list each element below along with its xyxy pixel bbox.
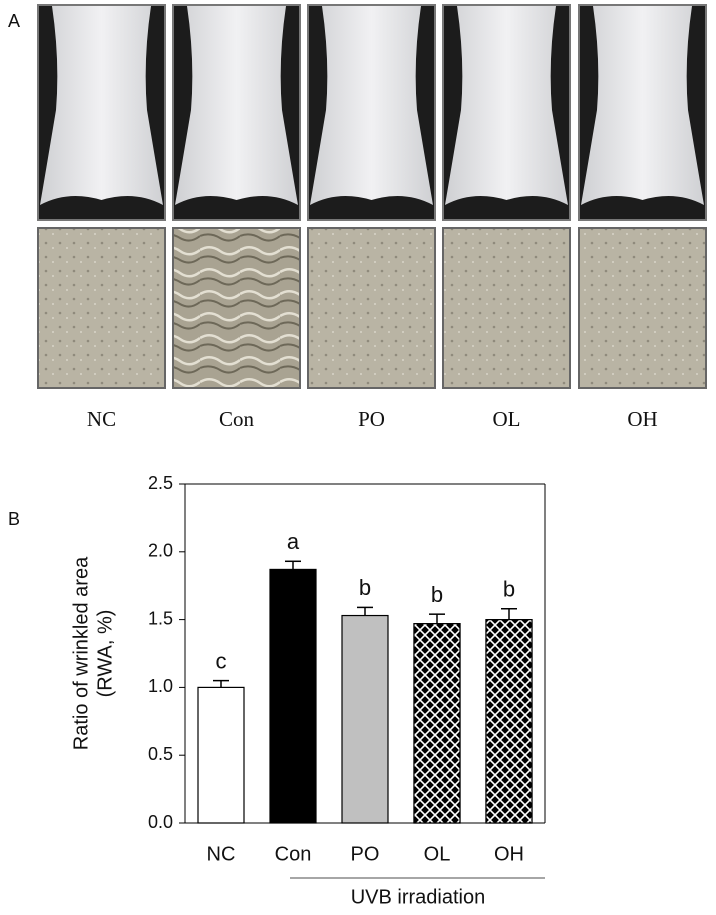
y-tick-label: 0.5 — [148, 744, 173, 764]
skin-replica — [37, 227, 166, 389]
y-tick-label: 0.0 — [148, 812, 173, 832]
significance-label: c — [216, 648, 227, 673]
mouse-back — [310, 6, 433, 205]
y-axis-label: (RWA, %) — [94, 610, 116, 698]
chart: 0.0 0.5 1.0 1.5 2.0 2.5 Ratio of wrinkled area… — [70, 473, 546, 908]
group-label: UVB irradiation — [351, 886, 486, 908]
photo-panel: NC Con PO OL OH — [37, 4, 707, 431]
mouse-back — [581, 6, 704, 205]
skin-replica — [307, 227, 436, 389]
x-tick-label: PO — [351, 843, 380, 865]
mouse-back — [40, 6, 163, 205]
x-tick-label: Con — [275, 843, 312, 865]
x-tick-label: OL — [424, 843, 451, 865]
significance-label: b — [431, 582, 443, 607]
x-tick-label: OH — [494, 843, 524, 865]
photo-label: OL — [493, 407, 521, 431]
photo-label: OH — [627, 407, 657, 431]
significance-label: b — [503, 577, 515, 602]
photo-label: Con — [219, 407, 255, 431]
skin-replica — [578, 227, 707, 389]
skin-replica — [172, 227, 301, 389]
photo-label: NC — [87, 407, 116, 431]
skin-replica — [442, 227, 571, 389]
significance-label: a — [287, 529, 300, 554]
y-tick-label: 1.0 — [148, 676, 173, 696]
panel-letter: B — [8, 509, 20, 529]
bar — [269, 568, 317, 824]
bar — [341, 614, 389, 824]
panel-letter: A — [8, 11, 20, 31]
y-tick-label: 2.5 — [148, 473, 173, 493]
y-axis-label: Ratio of wrinkled area — [70, 556, 92, 750]
photo-label: PO — [358, 407, 385, 431]
significance-label: b — [359, 575, 371, 600]
y-tick-label: 1.5 — [148, 608, 173, 628]
y-tick-label: 2.0 — [148, 541, 173, 561]
x-tick-label: NC — [207, 843, 236, 865]
bar-hatch — [413, 623, 461, 824]
mouse-back — [445, 6, 568, 205]
bar-hatch — [485, 618, 533, 824]
mouse-back — [175, 6, 298, 205]
bar — [197, 686, 245, 824]
